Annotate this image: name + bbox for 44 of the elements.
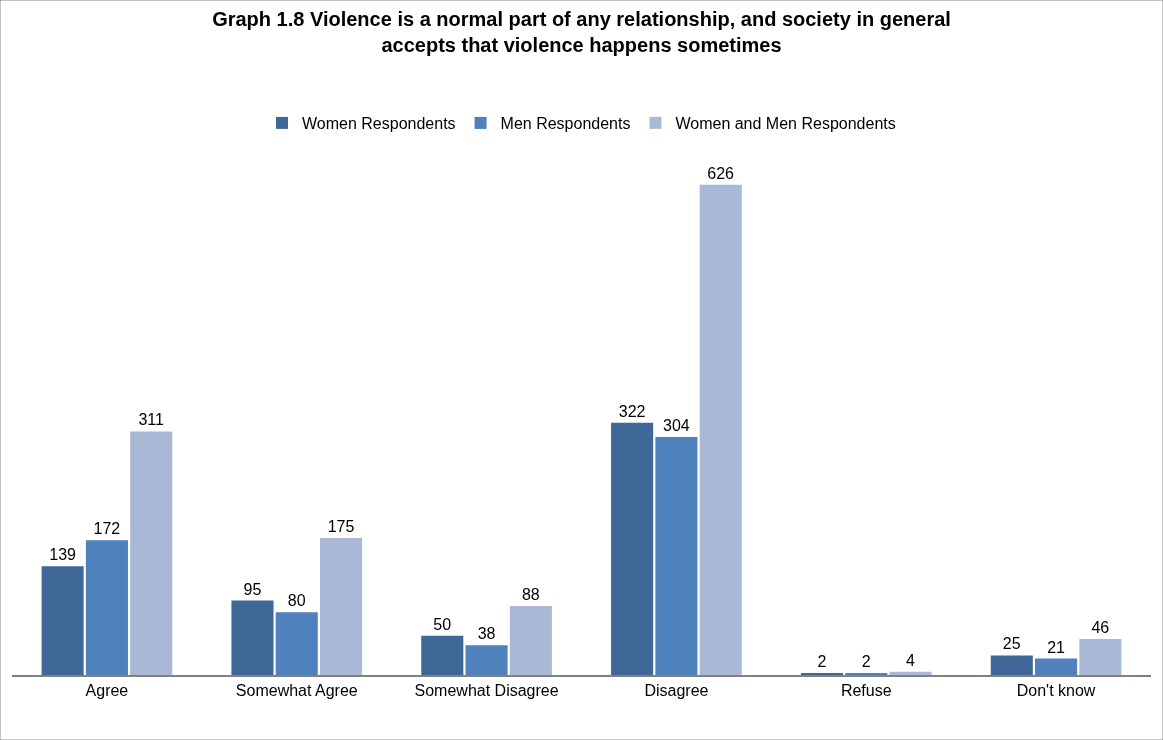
bar [655, 436, 698, 675]
data-label: 21 [1047, 638, 1066, 656]
data-label: 626 [707, 164, 735, 182]
x-tick-label: Somewhat Disagree [414, 682, 559, 700]
bar [275, 612, 318, 675]
bar [611, 422, 654, 675]
x-tick-label: Refuse [840, 682, 892, 700]
bar [1035, 658, 1078, 675]
bar [130, 431, 173, 675]
data-label: 2 [817, 653, 827, 670]
bar [320, 537, 363, 675]
data-label: 311 [138, 411, 165, 429]
data-label: 46 [1091, 618, 1110, 636]
chart-title: Graph 1.8 Violence is a normal part of any relationship, and society in general accepts that violence happens sometimes [212, 7, 951, 56]
data-label: 139 [49, 546, 77, 564]
data-label: 25 [1002, 635, 1021, 653]
legend-label: Men Respondents [500, 115, 631, 133]
bar [699, 184, 742, 675]
data-label: 322 [618, 402, 646, 420]
x-tick-label: Disagree [644, 682, 709, 700]
data-label: 95 [243, 580, 262, 598]
data-label: 175 [327, 517, 355, 535]
bar [41, 566, 84, 675]
data-label: 304 [663, 416, 690, 434]
x-tick-label: Agree [85, 682, 129, 700]
data-label: 172 [93, 520, 121, 538]
data-label: 88 [521, 586, 540, 604]
bar [509, 606, 552, 675]
bar [231, 600, 274, 675]
data-label: 2 [861, 653, 871, 670]
bar [990, 655, 1033, 675]
legend-label: Women and Men Respondents [675, 115, 896, 133]
x-tick-label: Don't know [1016, 682, 1096, 700]
data-label: 80 [287, 592, 306, 610]
legend-label: Women Respondents [302, 115, 456, 133]
bar [421, 635, 464, 675]
data-label: 50 [433, 615, 452, 633]
data-label: 4 [906, 651, 916, 669]
data-label: 38 [477, 625, 496, 643]
bar [465, 645, 508, 675]
x-tick-label: Somewhat Agree [235, 682, 358, 700]
bar [1079, 638, 1122, 675]
bar [889, 671, 932, 675]
bar [85, 540, 128, 675]
